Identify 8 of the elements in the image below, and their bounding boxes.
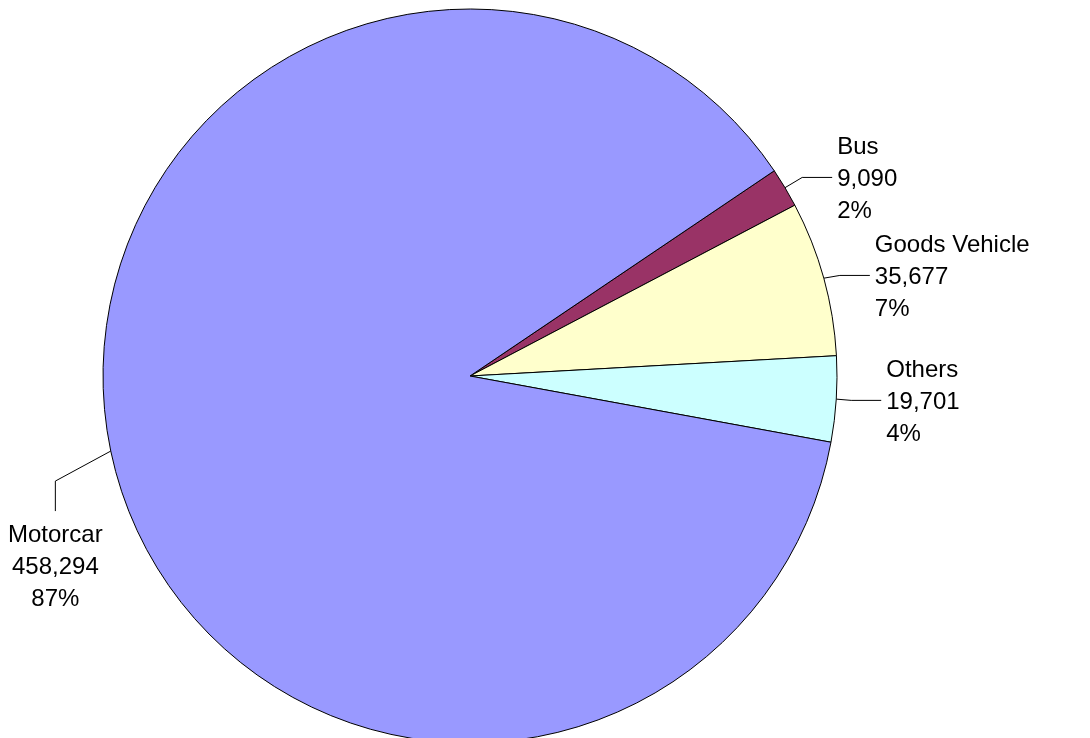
data-label: 19,701 4% [886, 386, 960, 446]
data-label: 35,677 7% [874, 261, 949, 321]
slice-label: Goods Vehicle [874, 229, 1030, 257]
slice-label: Others [886, 354, 959, 382]
data-label: 9,090 2% [837, 163, 898, 223]
slice-label: Motorcar [8, 519, 103, 547]
data-label: 458,294 87% [11, 551, 99, 611]
slice-label: Bus [837, 131, 879, 159]
